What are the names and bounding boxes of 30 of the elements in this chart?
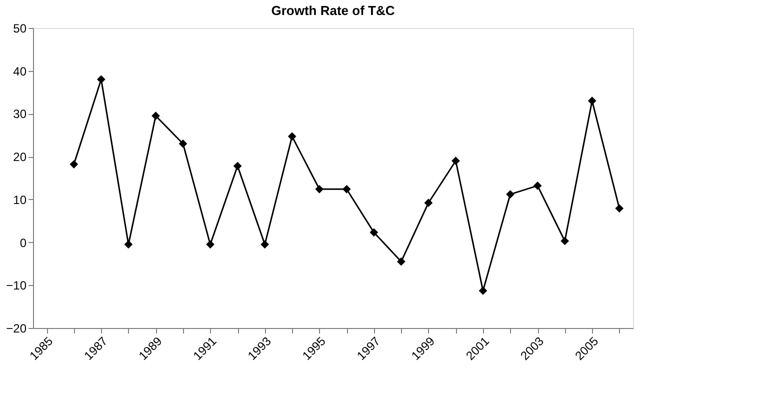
point (424, 198, 433, 208)
point (315, 184, 324, 194)
y-tick-label: 0 (20, 236, 27, 250)
point (397, 257, 406, 266)
point (615, 204, 624, 213)
y-tick-label: 40 (13, 64, 27, 78)
y-tick-label: 20 (13, 150, 27, 164)
point (478, 286, 488, 295)
point (233, 162, 242, 170)
point (152, 112, 160, 120)
point (560, 236, 569, 246)
point (533, 182, 542, 190)
point (206, 240, 214, 249)
point (97, 75, 106, 84)
point (124, 240, 133, 249)
point (588, 96, 596, 106)
y-tick-label: 50 (13, 22, 27, 36)
point (342, 184, 351, 194)
y-tick-label: 30 (13, 107, 27, 122)
point (288, 132, 296, 141)
point (260, 240, 269, 249)
chart-title: Growth Rate of T&C (271, 3, 396, 18)
point (506, 190, 514, 198)
point (452, 156, 460, 166)
y-tick-label: −20 (6, 322, 27, 336)
point (178, 140, 188, 148)
point (70, 160, 78, 168)
y-tick-label: −10 (6, 278, 27, 293)
point (370, 228, 378, 237)
y-tick-label: 10 (13, 192, 27, 207)
